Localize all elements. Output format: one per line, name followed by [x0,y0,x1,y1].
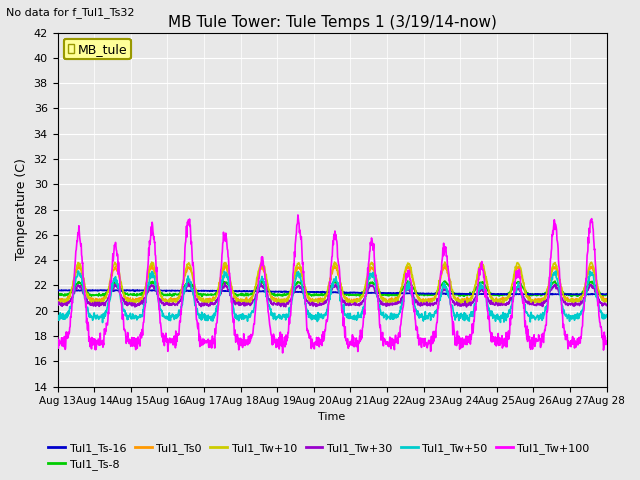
Line: Tul1_Tw+30: Tul1_Tw+30 [58,283,607,307]
Title: MB Tule Tower: Tule Temps 1 (3/19/14-now): MB Tule Tower: Tule Temps 1 (3/19/14-now… [168,15,497,30]
Tul1_Tw+100 [237,342,245,348]
Tul1_Tw+10 [417,298,425,303]
Tul1_Ts-16 [490,291,497,297]
Tul1_Tw+10 [441,259,449,265]
Tul1_Tw+100 [163,338,170,344]
Tul1_Ts0 [280,300,287,306]
Tul1_Ts-8 [111,278,118,284]
Tul1_Ts-16 [176,288,184,293]
Line: Tul1_Ts-16: Tul1_Ts-16 [58,290,607,295]
Tul1_Tw+50 [490,312,497,318]
Tul1_Ts-8 [603,292,611,298]
Tul1_Tw+10 [163,299,170,305]
Tul1_Tw+30 [418,302,426,308]
Tul1_Ts-8 [490,292,497,298]
Tul1_Tw+10 [490,296,497,301]
Tul1_Tw+50 [538,312,545,317]
Tul1_Tw+30 [163,301,170,307]
Tul1_Tw+50 [418,314,426,320]
Tul1_Ts-16 [418,290,426,296]
Tul1_Tw+100 [603,338,611,344]
Tul1_Ts-16 [603,291,611,297]
Tul1_Ts0 [490,298,497,303]
Tul1_Tw+30 [490,300,497,306]
Tul1_Ts-16 [237,288,245,294]
Tul1_Tw+10 [538,298,546,303]
Tul1_Ts0 [237,296,245,301]
Line: Tul1_Tw+10: Tul1_Tw+10 [58,262,607,303]
Tul1_Ts0 [176,293,184,299]
Tul1_Tw+50 [54,314,61,320]
Tul1_Tw+30 [176,298,184,304]
Tul1_Tw+30 [463,304,470,310]
Tul1_Ts0 [538,295,546,301]
Tul1_Tw+30 [221,280,228,286]
Tul1_Tw+100 [176,319,184,324]
Tul1_Tw+30 [538,300,546,305]
Tul1_Tw+50 [237,314,245,320]
Tul1_Tw+10 [54,300,61,305]
Line: Tul1_Tw+50: Tul1_Tw+50 [58,271,607,323]
Y-axis label: Temperature (C): Temperature (C) [15,158,28,261]
Tul1_Ts-8 [163,292,170,298]
Line: Tul1_Ts0: Tul1_Ts0 [58,265,607,303]
Tul1_Tw+50 [176,308,184,314]
Tul1_Ts0 [221,263,229,268]
Text: No data for f_Tul1_Ts32: No data for f_Tul1_Ts32 [6,7,135,18]
Tul1_Tw+100 [538,337,546,343]
Tul1_Tw+10 [603,298,611,304]
Tul1_Tw+30 [54,301,61,307]
Line: Tul1_Tw+100: Tul1_Tw+100 [58,215,607,353]
Tul1_Ts0 [163,298,170,303]
Tul1_Ts0 [418,298,426,303]
Tul1_Tw+10 [493,300,500,306]
Tul1_Tw+50 [552,268,559,274]
Line: Tul1_Ts-8: Tul1_Ts-8 [58,281,607,297]
Tul1_Tw+30 [603,302,611,308]
Tul1_Ts-8 [238,293,246,299]
Tul1_Ts0 [603,297,611,303]
Legend: Tul1_Ts-16, Tul1_Ts-8, Tul1_Ts0, Tul1_Tw+10, Tul1_Tw+30, Tul1_Tw+50, Tul1_Tw+100: Tul1_Ts-16, Tul1_Ts-8, Tul1_Ts0, Tul1_Tw… [44,438,594,474]
Tul1_Tw+100 [490,334,497,340]
Tul1_Tw+100 [418,339,426,345]
Tul1_Ts-16 [538,291,545,297]
X-axis label: Time: Time [319,412,346,422]
Tul1_Ts-8 [54,292,61,298]
Tul1_Tw+10 [176,293,184,299]
Tul1_Ts-8 [418,292,426,298]
Tul1_Ts-8 [538,292,546,298]
Tul1_Tw+100 [294,212,301,218]
Tul1_Ts-16 [129,287,136,293]
Tul1_Tw+50 [99,320,106,325]
Tul1_Tw+100 [54,335,61,340]
Tul1_Ts-16 [54,288,61,293]
Tul1_Ts-8 [176,290,184,296]
Tul1_Tw+100 [279,350,287,356]
Tul1_Ts0 [54,297,61,303]
Tul1_Tw+30 [237,302,245,308]
Tul1_Tw+50 [603,312,611,318]
Tul1_Ts-16 [565,292,573,298]
Tul1_Tw+10 [237,298,245,304]
Legend: MB_tule: MB_tule [64,39,131,60]
Tul1_Ts-8 [198,294,205,300]
Tul1_Tw+50 [163,316,170,322]
Tul1_Ts-16 [163,288,170,293]
